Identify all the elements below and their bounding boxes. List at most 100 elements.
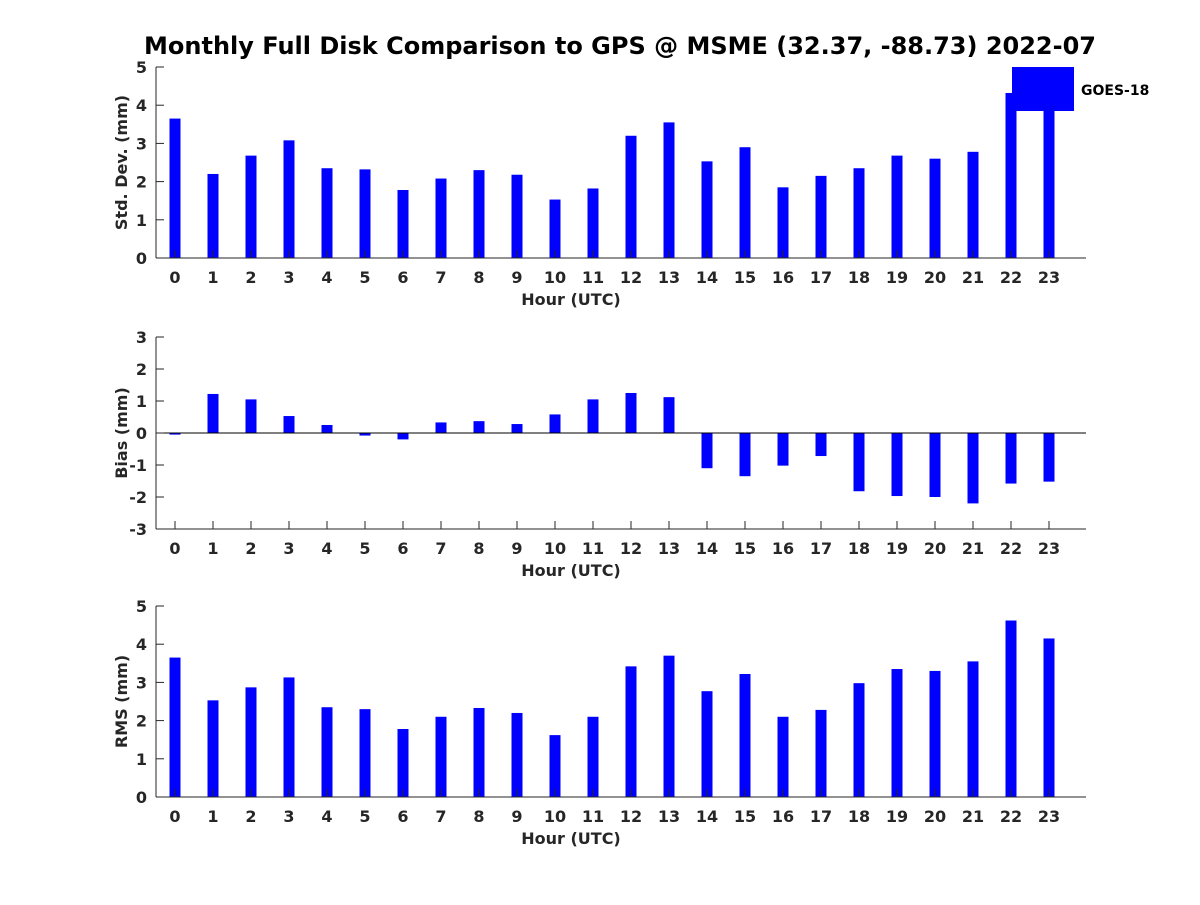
bar-bias-17 [815,433,827,457]
y-axis-label-bias: Bias (mm) [112,387,131,479]
x-axis-label-std: Hour (UTC) [521,290,621,309]
x-tick-label-std: 10 [544,268,566,287]
bar-std-20 [929,158,941,258]
x-tick-label-bias: 16 [772,539,794,558]
x-tick-label-bias: 20 [924,539,946,558]
x-tick-label-std: 12 [620,268,642,287]
x-tick-label-bias: 1 [207,539,218,558]
y-tick-label-rms: 2 [136,712,147,731]
bar-std-4 [321,168,333,258]
bar-bias-15 [739,433,751,477]
x-tick-label-rms: 1 [207,807,218,826]
x-tick-label-std: 21 [962,268,984,287]
x-tick-label-rms: 4 [321,807,332,826]
bar-std-17 [815,175,827,258]
y-tick-label-bias: 1 [136,392,147,411]
y-tick-label-rms: 0 [136,788,147,807]
x-tick-label-rms: 7 [435,807,446,826]
y-tick-label-bias: -3 [129,520,147,539]
bar-bias-22 [1005,433,1017,484]
x-tick-label-bias: 2 [245,539,256,558]
y-tick-label-rms: 5 [136,597,147,616]
bar-bias-18 [853,433,865,492]
x-tick-label-std: 18 [848,268,870,287]
y-tick-label-bias: 3 [136,328,147,347]
bar-std-15 [739,147,751,258]
bar-bias-2 [245,399,257,433]
bar-std-10 [549,199,561,258]
x-tick-label-std: 20 [924,268,946,287]
x-tick-label-rms: 16 [772,807,794,826]
x-tick-label-std: 6 [397,268,408,287]
x-tick-label-rms: 12 [620,807,642,826]
x-tick-label-bias: 0 [169,539,180,558]
x-tick-label-std: 14 [696,268,718,287]
x-axis-label-bias: Hour (UTC) [521,561,621,580]
x-tick-label-bias: 13 [658,539,680,558]
x-tick-label-rms: 3 [283,807,294,826]
bar-rms-10 [549,735,561,797]
x-tick-label-rms: 18 [848,807,870,826]
y-tick-label-bias: 2 [136,360,147,379]
x-tick-label-rms: 5 [359,807,370,826]
y-tick-label-bias: -2 [129,488,147,507]
x-tick-label-std: 15 [734,268,756,287]
bar-bias-16 [777,433,789,466]
bar-rms-2 [245,687,257,797]
bar-rms-9 [511,712,523,797]
x-tick-label-rms: 17 [810,807,832,826]
x-tick-label-std: 9 [511,268,522,287]
bar-std-2 [245,155,257,258]
bar-std-3 [283,140,295,258]
x-tick-label-rms: 15 [734,807,756,826]
bar-rms-4 [321,707,333,797]
x-tick-label-bias: 18 [848,539,870,558]
y-axis-label-std: Std. Dev. (mm) [112,95,131,230]
bar-std-13 [663,122,675,258]
bar-std-18 [853,168,865,258]
y-tick-label-rms: 4 [136,635,147,654]
bar-rms-13 [663,655,675,797]
x-tick-label-rms: 13 [658,807,680,826]
legend: GOES-18 [1012,67,1149,111]
bar-bias-5 [359,433,371,436]
bar-rms-21 [967,661,979,797]
bar-std-11 [587,188,599,258]
y-tick-label-std: 5 [136,58,147,77]
x-tick-label-bias: 9 [511,539,522,558]
bar-rms-23 [1043,638,1055,797]
bar-std-0 [169,118,181,258]
x-tick-label-std: 16 [772,268,794,287]
bar-std-23 [1043,105,1055,258]
bar-bias-6 [397,433,409,440]
x-tick-label-rms: 14 [696,807,718,826]
x-tick-label-bias: 4 [321,539,332,558]
legend-swatch [1012,67,1074,111]
x-tick-label-bias: 23 [1038,539,1060,558]
bar-rms-20 [929,670,941,797]
bar-std-6 [397,190,409,258]
bar-rms-14 [701,691,713,797]
bar-bias-13 [663,397,675,433]
x-tick-label-bias: 14 [696,539,718,558]
x-tick-label-bias: 8 [473,539,484,558]
x-tick-label-rms: 11 [582,807,604,826]
x-tick-label-bias: 3 [283,539,294,558]
y-tick-label-std: 2 [136,173,147,192]
x-tick-label-bias: 17 [810,539,832,558]
bar-std-19 [891,155,903,258]
x-tick-label-std: 8 [473,268,484,287]
bar-rms-11 [587,716,599,797]
x-tick-label-bias: 11 [582,539,604,558]
x-tick-label-bias: 7 [435,539,446,558]
x-tick-label-rms: 10 [544,807,566,826]
y-tick-label-std: 4 [136,96,147,115]
bar-rms-5 [359,709,371,797]
bar-rms-22 [1005,620,1017,797]
bar-rms-7 [435,716,447,797]
bar-std-7 [435,178,447,258]
x-tick-label-bias: 19 [886,539,908,558]
y-tick-label-rms: 3 [136,673,147,692]
x-tick-label-bias: 22 [1000,539,1022,558]
